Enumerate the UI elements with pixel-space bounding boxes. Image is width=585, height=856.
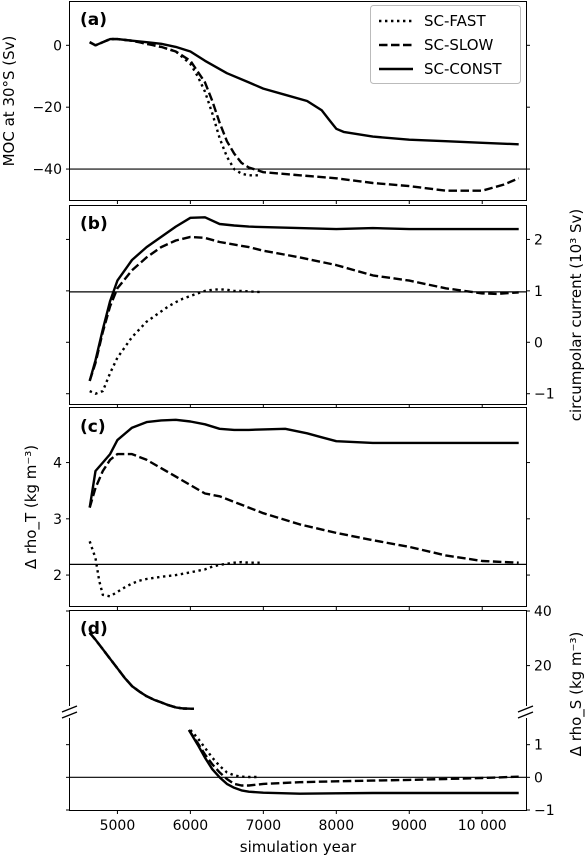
axis-break-right-mask (516, 706, 536, 718)
ytick-label-d-4: −1 (534, 803, 555, 819)
xtick-label-5: 10 000 (458, 818, 507, 834)
panel-d-ylabel: Δ rho_S (kg m⁻³) (567, 632, 585, 757)
legend-label-slow: SC-SLOW (424, 36, 494, 54)
ytick-label-c-0: 4 (53, 456, 62, 472)
data-series (88, 37, 520, 795)
ytick-label-a-2: −40 (32, 162, 62, 178)
panel-d: (d) (60, 610, 536, 811)
series-b-sc-slow (88, 235, 519, 382)
series-d-sc-fast-seg1 (189, 729, 260, 779)
xtick-label-0: 5000 (100, 818, 136, 834)
ytick-label-b-3: −1 (534, 387, 555, 403)
panel-d-frame (69, 610, 527, 811)
xtick-label-4: 9000 (391, 818, 427, 834)
axis-break-left-mask (60, 706, 80, 718)
series-b-sc-const (88, 216, 519, 382)
legend-label-fast: SC-FAST (424, 12, 486, 30)
series-d-sc-const-seg0 (88, 632, 194, 710)
axis-break-left-icon (61, 705, 78, 719)
series-a-sc-fast (89, 37, 260, 177)
ytick-label-d-3: 0 (534, 770, 543, 786)
panel-d-label: (d) (80, 619, 108, 639)
panel-b: (b) (69, 205, 527, 405)
panel-a-frame (69, 1, 527, 201)
ytick-label-c-1: 3 (53, 512, 62, 528)
panel-c: (c) (69, 407, 527, 607)
axis-break-right-icon (517, 705, 534, 719)
xtick-label-1: 6000 (173, 818, 209, 834)
series-d-sc-fast-seg0 (88, 632, 194, 710)
series-d-sc-const-seg1 (187, 729, 519, 795)
series-c-sc-const (88, 418, 519, 508)
reference-lines (70, 168, 526, 778)
ytick-label-d-0: 40 (534, 604, 552, 620)
ytick-label-d-1: 20 (534, 659, 552, 675)
xtick-label-3: 8000 (318, 818, 354, 834)
series-a-sc-const (89, 37, 519, 146)
ytick-label-d-2: 1 (534, 738, 543, 754)
panel-b-frame (69, 205, 527, 405)
panel-b-ylabel: circumpolar current (10³ Sv) (567, 209, 585, 421)
xtick-label-2: 7000 (246, 818, 282, 834)
panel-c-ylabel: Δ rho_T (kg m⁻³) (22, 445, 41, 569)
panel-b-label: (b) (80, 214, 108, 234)
panel-c-label: (c) (80, 417, 106, 437)
ytick-label-b-2: 0 (534, 335, 543, 351)
ytick-label-a-0: 0 (53, 38, 62, 54)
legend: SC-FAST SC-SLOW SC-CONST (370, 5, 521, 84)
series-d-sc-slow-seg0 (88, 632, 194, 710)
ytick-label-b-0: 2 (534, 232, 543, 248)
x-axis-label: simulation year (240, 838, 357, 856)
panel-a: (a) (69, 1, 527, 201)
ytick-label-c-2: 2 (53, 568, 62, 584)
axis-ticks: 0 −20 −40 2 1 0 −1 4 3 2 5000 6000 7000 8000 9000 10 00… (32, 38, 554, 834)
series-c-sc-slow (88, 452, 519, 564)
panel-a-label: (a) (80, 10, 107, 30)
panel-c-frame (69, 407, 527, 607)
ytick-label-b-1: 1 (534, 284, 543, 300)
series-d-sc-slow-seg1 (187, 729, 519, 787)
series-c-sc-fast (88, 540, 260, 598)
series-b-sc-fast (89, 288, 260, 395)
panel-a-ylabel: MOC at 30°S (Sv) (0, 36, 18, 167)
ytick-label-a-1: −20 (32, 100, 62, 116)
legend-box (370, 5, 521, 84)
legend-label-const: SC-CONST (424, 60, 502, 78)
